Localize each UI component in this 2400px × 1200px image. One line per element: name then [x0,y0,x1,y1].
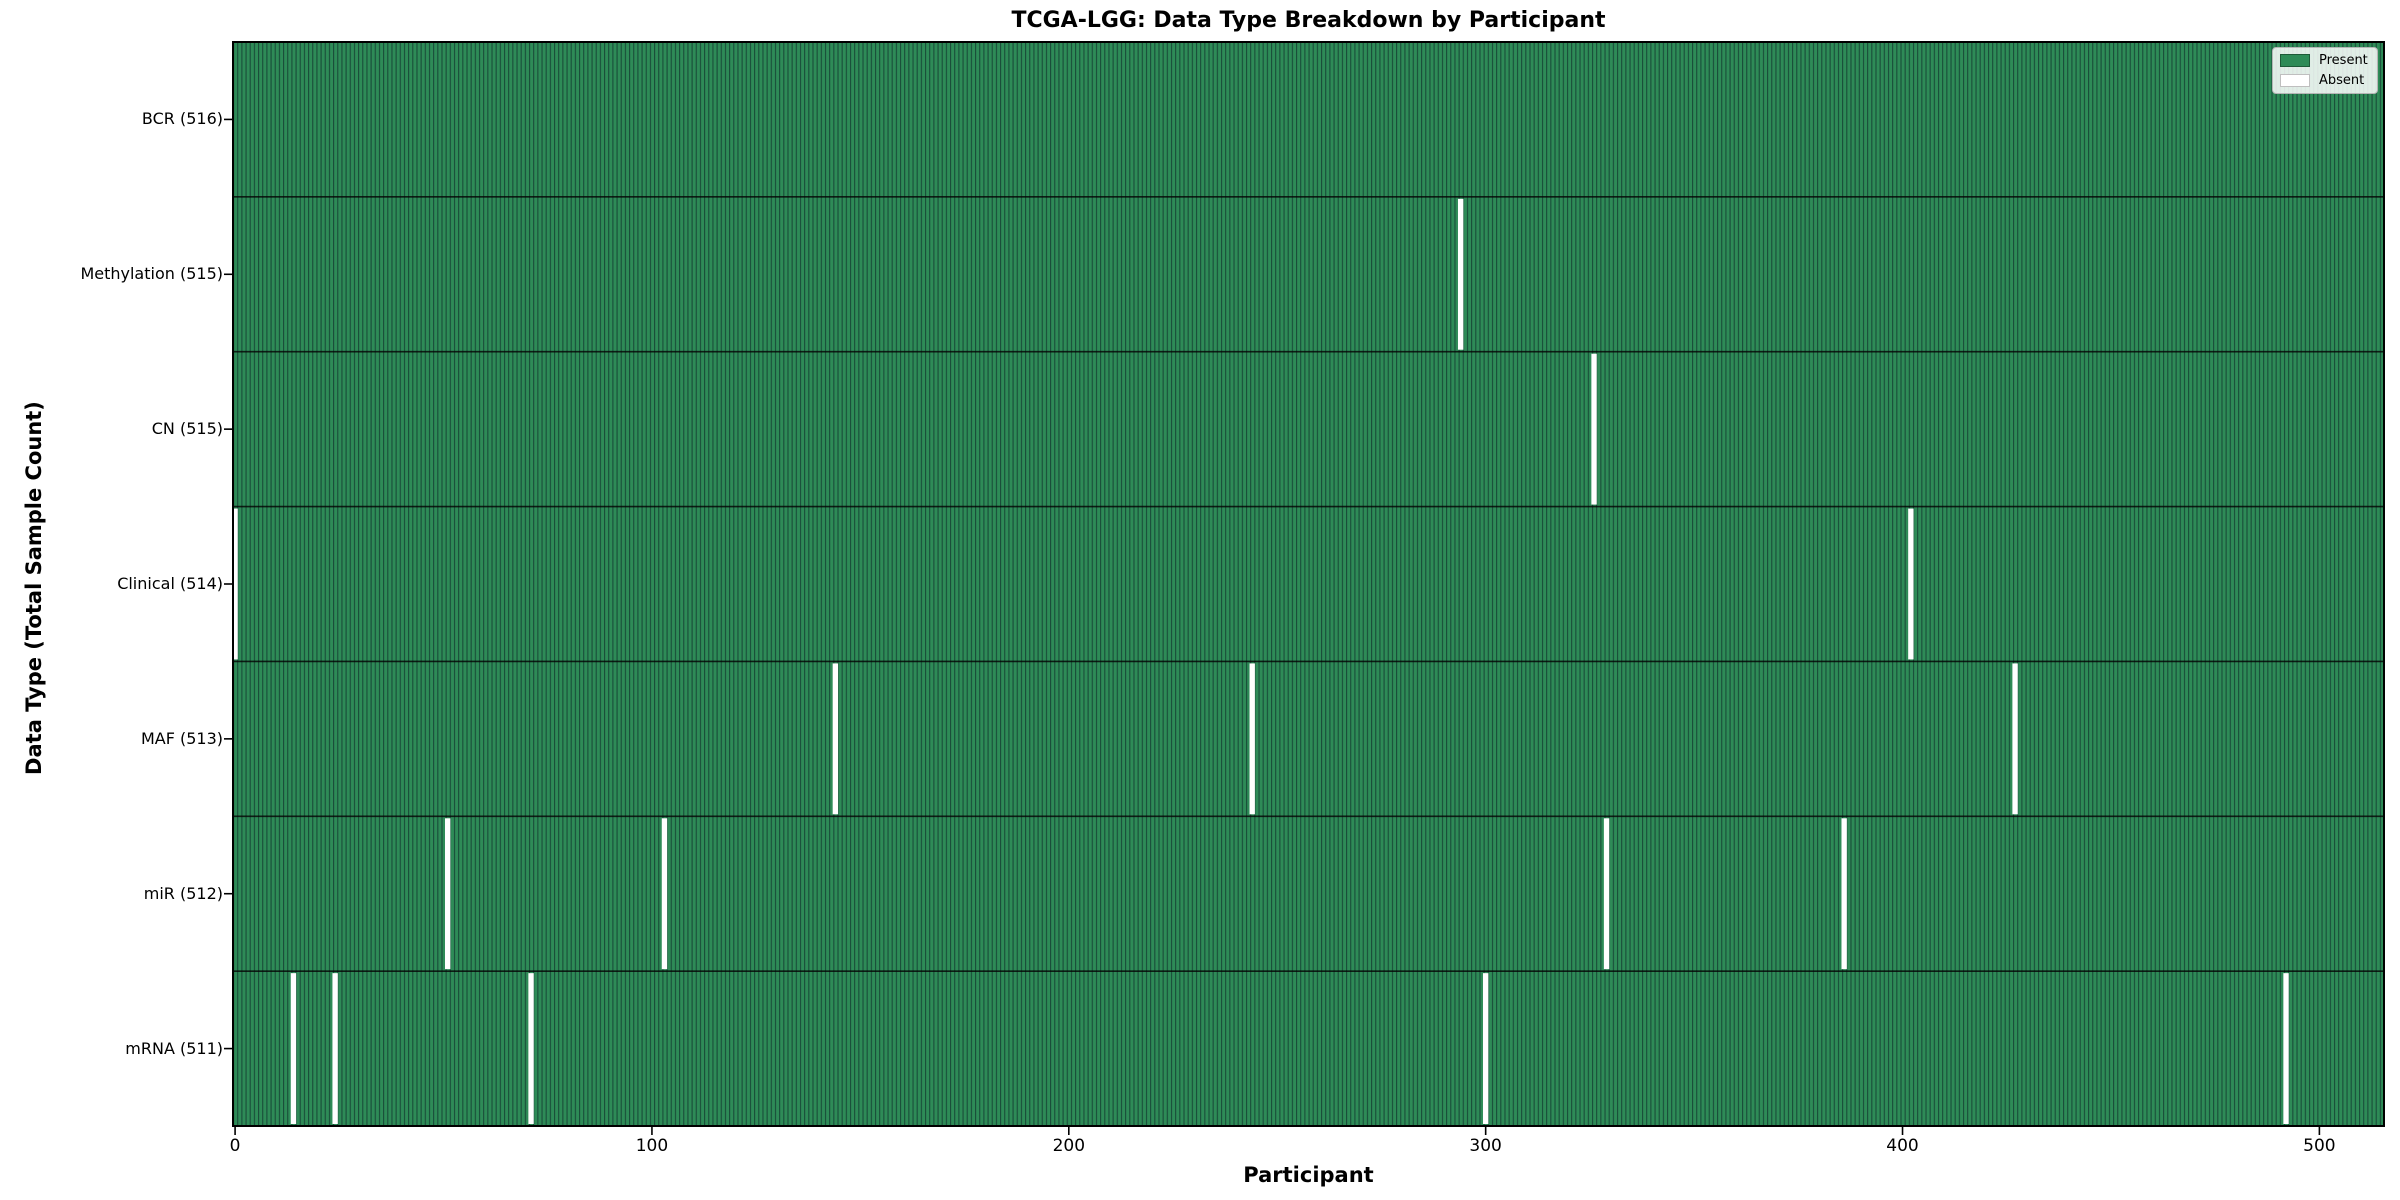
legend-item-present: Present [2280,53,2368,68]
x-tick-label: 400 [1886,1136,1919,1156]
datatype-row-miR [233,816,2384,972]
y-tick-label: CN (515) [151,419,223,439]
absent-gap [1591,353,1597,505]
present-swatch-icon [2280,54,2310,67]
absent-gap [332,973,338,1124]
x-tick-label: 200 [1052,1136,1086,1156]
x-tick-label: 100 [635,1136,669,1156]
bar-edges [233,506,2384,662]
bar-edges [233,42,2384,197]
y-tick-label: Clinical (514) [117,574,223,593]
datatype-row-CN [233,351,2384,507]
y-tick-label: miR (512) [143,883,223,903]
bar-edges [233,661,2384,817]
datatype-row-BCR [233,42,2384,197]
legend-item-absent: Absent [2280,73,2368,88]
y-tick-label: MAF (513) [140,728,223,748]
absent-gap [832,663,839,815]
legend: Present Absent [2272,47,2378,94]
absent-gap [1482,973,1489,1124]
datatype-row-mRNA [233,971,2384,1126]
legend-label-present: Present [2319,53,2368,68]
absent-gap [1249,663,1255,815]
absent-gap [1457,198,1464,350]
datatype-row-Clinical [232,506,2384,662]
bar-edges [233,971,2384,1126]
y-tick-label: mRNA (511) [125,1038,223,1058]
x-axis-label: Participant [1243,1163,1374,1187]
y-axis-label: Data Type (Total Sample Count) [22,401,46,775]
y-tick-label: Methylation (515) [80,264,223,284]
absent-gap [444,818,451,970]
absent-gap [2283,973,2289,1124]
absent-gap [1841,818,1847,970]
absent-gap [1603,818,1610,970]
bar-edges [233,816,2384,972]
absent-gap [2012,663,2018,815]
plot-border [232,41,2385,1127]
absent-gap [661,818,668,970]
datatype-row-Methylation [233,196,2384,352]
chart-title: TCGA-LGG: Data Type Breakdown by Partici… [1011,8,1606,33]
x-tick-label: 0 [229,1136,241,1156]
absent-gap [232,508,238,660]
absent-gap [1908,508,1914,660]
bar-edges [233,196,2384,352]
x-tick-label: 300 [1469,1136,1502,1156]
absent-gap [290,973,297,1124]
y-tick-label: BCR (516) [141,109,223,129]
absent-swatch-icon [2280,74,2310,87]
datatype-row-MAF [233,661,2384,817]
x-tick-label: 500 [2303,1136,2336,1156]
bar-edges [233,351,2384,507]
absent-gap [528,973,534,1124]
legend-label-absent: Absent [2319,73,2365,88]
